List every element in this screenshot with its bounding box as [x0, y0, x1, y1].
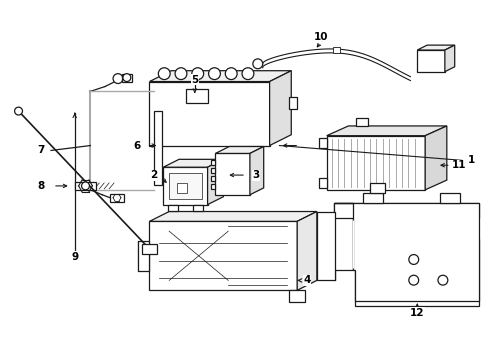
Polygon shape — [149, 71, 291, 82]
Text: 1: 1 — [467, 155, 474, 165]
Circle shape — [252, 59, 262, 69]
Circle shape — [408, 275, 418, 285]
Bar — [210, 184, 215, 189]
Bar — [289, 97, 297, 109]
Circle shape — [175, 68, 186, 80]
Circle shape — [122, 74, 130, 82]
Bar — [177, 183, 186, 193]
Polygon shape — [269, 71, 291, 145]
Polygon shape — [149, 221, 297, 290]
Bar — [355, 239, 478, 306]
Bar — [332, 47, 340, 53]
Bar — [215, 153, 249, 195]
Text: 5: 5 — [191, 75, 198, 85]
Text: 12: 12 — [409, 308, 424, 318]
Circle shape — [242, 68, 253, 80]
Bar — [369, 183, 384, 193]
Bar — [289, 290, 305, 302]
Bar — [192, 204, 202, 211]
Text: 8: 8 — [38, 181, 45, 191]
Circle shape — [81, 182, 89, 190]
Text: 2: 2 — [149, 170, 157, 180]
Bar — [316, 212, 334, 280]
Text: 11: 11 — [450, 160, 465, 170]
Bar — [210, 176, 215, 181]
Bar — [318, 138, 326, 148]
Text: 6: 6 — [133, 140, 140, 150]
Polygon shape — [333, 203, 478, 301]
Polygon shape — [297, 212, 316, 290]
Bar — [356, 118, 367, 126]
Text: 4: 4 — [303, 275, 310, 285]
Bar — [168, 204, 178, 211]
Polygon shape — [416, 45, 454, 50]
Bar — [326, 136, 424, 190]
Bar — [122, 74, 131, 82]
Bar — [154, 111, 162, 185]
Bar — [110, 194, 123, 202]
Bar — [333, 203, 478, 218]
Polygon shape — [326, 126, 446, 136]
Circle shape — [408, 255, 418, 265]
Bar — [318, 178, 326, 188]
Polygon shape — [149, 212, 316, 221]
Circle shape — [208, 68, 220, 80]
Circle shape — [15, 107, 22, 115]
Bar — [75, 182, 96, 190]
Bar — [185, 89, 207, 103]
Circle shape — [113, 74, 122, 84]
Bar — [210, 160, 215, 165]
Text: 10: 10 — [313, 32, 327, 42]
Bar — [439, 193, 459, 203]
Polygon shape — [207, 159, 223, 204]
Polygon shape — [249, 147, 263, 195]
Text: 3: 3 — [252, 170, 259, 180]
Polygon shape — [215, 147, 263, 153]
Bar — [163, 167, 207, 204]
Polygon shape — [163, 159, 223, 167]
Circle shape — [191, 68, 203, 80]
Text: 7: 7 — [38, 145, 45, 156]
Bar — [416, 50, 444, 72]
Polygon shape — [138, 241, 149, 271]
Bar — [363, 193, 382, 203]
Bar — [210, 168, 215, 173]
Text: 9: 9 — [71, 252, 78, 262]
Bar — [333, 203, 352, 270]
Bar — [149, 82, 269, 145]
Circle shape — [225, 68, 237, 80]
Circle shape — [437, 275, 447, 285]
Bar — [142, 244, 157, 254]
Polygon shape — [424, 126, 446, 190]
Bar — [169, 173, 201, 199]
Circle shape — [158, 68, 170, 80]
Polygon shape — [444, 45, 454, 72]
